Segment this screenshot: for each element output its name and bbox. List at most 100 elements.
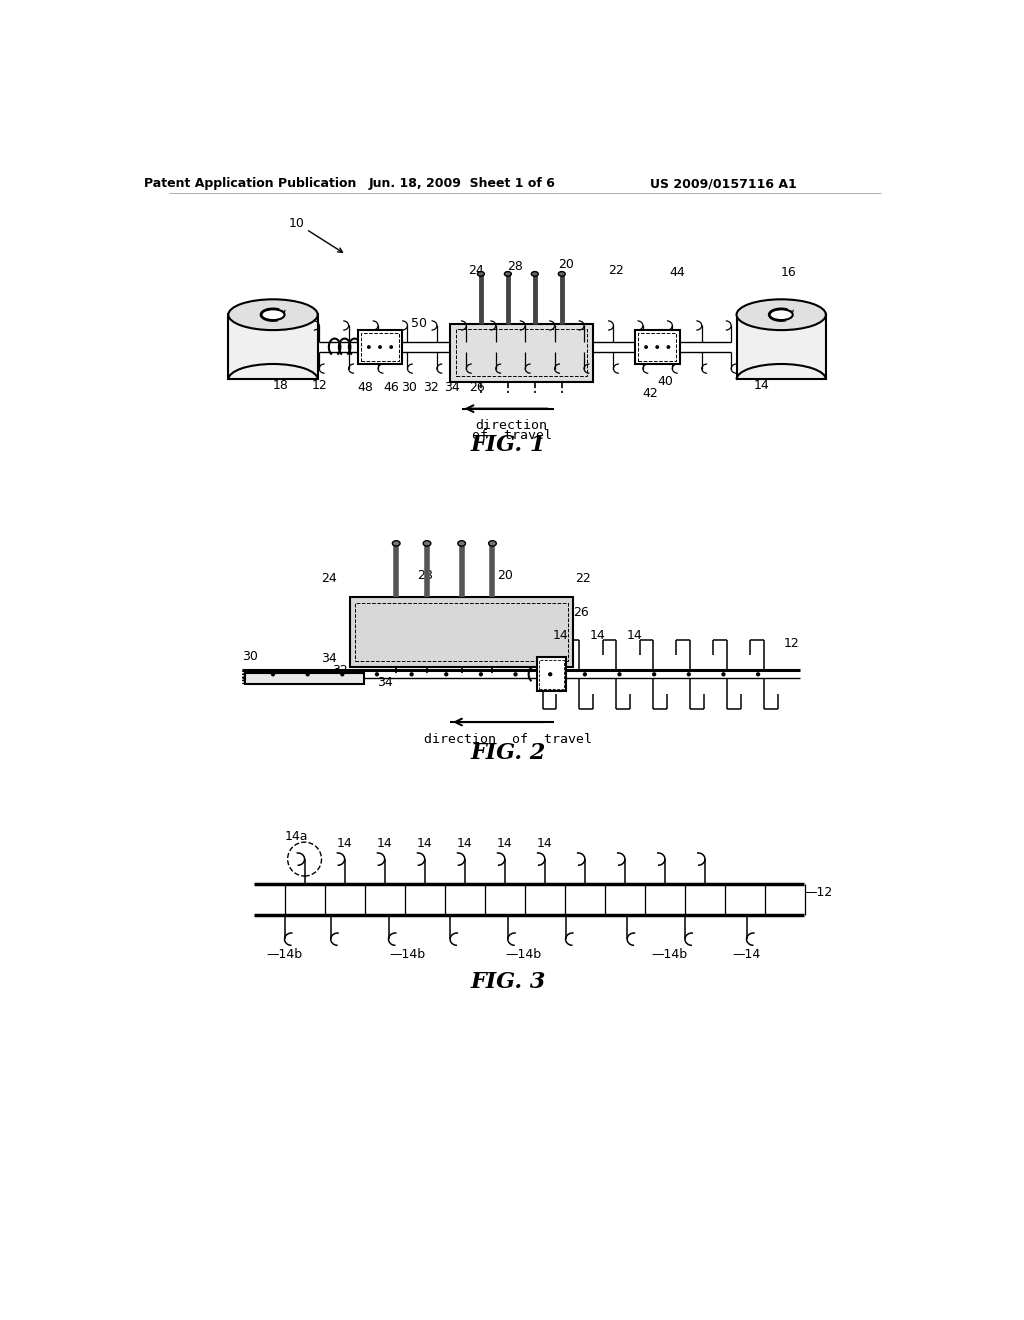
Text: 14: 14 — [417, 837, 432, 850]
Text: 14: 14 — [457, 837, 473, 850]
Text: —14: —14 — [732, 948, 761, 961]
Text: 26: 26 — [573, 606, 589, 619]
Ellipse shape — [488, 541, 497, 546]
Ellipse shape — [477, 272, 484, 276]
Text: 10: 10 — [288, 218, 304, 231]
Bar — [456, 330, 587, 376]
Circle shape — [756, 672, 760, 676]
Ellipse shape — [770, 309, 793, 321]
Text: 14: 14 — [497, 837, 513, 850]
Ellipse shape — [531, 272, 539, 276]
Circle shape — [340, 672, 344, 676]
Text: direction: direction — [476, 420, 548, 433]
Circle shape — [305, 672, 310, 676]
Text: 16: 16 — [781, 265, 797, 279]
Text: US 2009/0157116 A1: US 2009/0157116 A1 — [650, 177, 797, 190]
Text: 14: 14 — [754, 379, 770, 392]
Text: 46: 46 — [383, 381, 398, 395]
Bar — [228, 314, 317, 379]
Circle shape — [444, 672, 449, 676]
Text: 22: 22 — [575, 572, 591, 585]
Bar — [540, 660, 564, 689]
Text: 32: 32 — [332, 664, 348, 677]
Text: of  travel: of travel — [472, 429, 552, 442]
Bar — [638, 333, 677, 360]
Text: 30: 30 — [242, 649, 258, 663]
Circle shape — [655, 345, 659, 348]
Circle shape — [652, 672, 656, 676]
Text: FIG. 3: FIG. 3 — [470, 972, 546, 994]
Text: 40: 40 — [657, 375, 674, 388]
Circle shape — [548, 672, 552, 676]
Circle shape — [410, 672, 414, 676]
Text: 22: 22 — [608, 264, 624, 277]
Text: 34: 34 — [444, 381, 461, 395]
Text: 50: 50 — [412, 317, 427, 330]
Circle shape — [687, 672, 691, 676]
Text: 24: 24 — [468, 264, 483, 277]
Text: 24: 24 — [322, 572, 337, 585]
Text: 20: 20 — [558, 259, 573, 271]
Text: 44: 44 — [670, 265, 685, 279]
Text: 12: 12 — [783, 638, 799, 649]
Text: FIG. 1: FIG. 1 — [470, 434, 546, 455]
Circle shape — [721, 672, 726, 676]
Text: —14b: —14b — [266, 948, 303, 961]
Bar — [245, 673, 364, 684]
Circle shape — [513, 672, 518, 676]
Ellipse shape — [261, 309, 285, 321]
Bar — [360, 333, 399, 360]
Bar — [736, 314, 826, 379]
Text: —14b: —14b — [651, 948, 688, 961]
Text: 32: 32 — [423, 381, 438, 395]
Circle shape — [617, 672, 622, 676]
Text: 28: 28 — [417, 569, 432, 582]
Text: 34: 34 — [322, 652, 337, 665]
Bar — [350, 598, 573, 667]
Text: Patent Application Publication: Patent Application Publication — [143, 177, 356, 190]
Text: —14b: —14b — [390, 948, 426, 961]
Circle shape — [389, 345, 393, 348]
Text: 30: 30 — [401, 381, 417, 395]
Ellipse shape — [392, 541, 400, 546]
Bar — [538, 657, 566, 692]
Text: 14: 14 — [537, 837, 553, 850]
Ellipse shape — [558, 272, 565, 276]
Text: 14: 14 — [552, 630, 568, 643]
Text: 18: 18 — [272, 379, 289, 392]
Circle shape — [375, 672, 379, 676]
Ellipse shape — [736, 300, 826, 330]
Text: FIG. 2: FIG. 2 — [470, 742, 546, 764]
Circle shape — [583, 672, 587, 676]
Text: 42: 42 — [642, 387, 658, 400]
Bar — [357, 330, 402, 364]
Ellipse shape — [458, 541, 466, 546]
Text: 12: 12 — [311, 379, 327, 392]
Ellipse shape — [228, 300, 317, 330]
Circle shape — [644, 345, 648, 348]
Ellipse shape — [505, 272, 511, 276]
Text: —14b: —14b — [505, 948, 542, 961]
Text: 48: 48 — [357, 381, 374, 395]
Bar — [635, 330, 680, 364]
Circle shape — [667, 345, 671, 348]
Circle shape — [479, 672, 483, 676]
Text: 14: 14 — [337, 837, 352, 850]
Text: 28: 28 — [508, 260, 523, 273]
Text: —12: —12 — [804, 887, 833, 899]
Text: 14: 14 — [627, 630, 642, 643]
Text: 20: 20 — [497, 569, 513, 582]
Circle shape — [378, 345, 382, 348]
Text: Jun. 18, 2009  Sheet 1 of 6: Jun. 18, 2009 Sheet 1 of 6 — [369, 177, 555, 190]
Text: direction  of  travel: direction of travel — [424, 733, 592, 746]
Ellipse shape — [423, 541, 431, 546]
Text: 14: 14 — [589, 630, 605, 643]
Text: 34: 34 — [377, 676, 392, 689]
Text: 14a: 14a — [285, 829, 308, 842]
Bar — [451, 323, 593, 381]
Circle shape — [367, 345, 371, 348]
Text: 26: 26 — [469, 381, 485, 395]
Circle shape — [271, 672, 275, 676]
Bar — [355, 603, 568, 661]
Text: 14: 14 — [377, 837, 392, 850]
